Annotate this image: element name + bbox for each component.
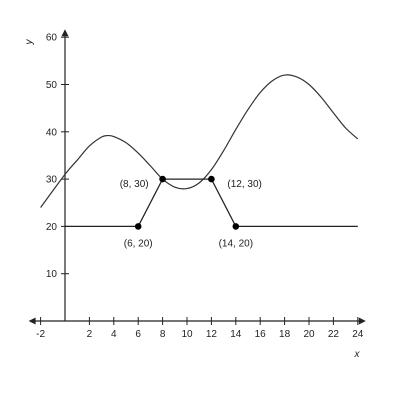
x-axis-label: x <box>354 349 361 360</box>
series-layer <box>40 74 359 228</box>
data-point <box>232 223 240 230</box>
x-tick-label: 12 <box>206 329 218 340</box>
x-tick-label: 14 <box>230 329 242 340</box>
point-label: (14, 20) <box>219 238 253 249</box>
x-tick-label: 20 <box>303 329 315 340</box>
x-tick-label: 2 <box>87 329 93 340</box>
y-tick-label: 30 <box>46 175 58 186</box>
y-tick-label: 60 <box>46 33 58 44</box>
y-tick-label: 40 <box>46 127 58 138</box>
series-curve <box>40 74 359 208</box>
data-point <box>208 175 215 183</box>
x-tick-label: 4 <box>111 329 117 340</box>
y-axis-label: y <box>24 39 35 46</box>
x-axis-arrow-left <box>28 317 36 325</box>
data-point <box>134 223 142 230</box>
point-label: (6, 20) <box>124 238 153 249</box>
x-tick-label: 8 <box>160 329 166 340</box>
y-tick-label: 50 <box>46 80 58 91</box>
x-tick-label: 16 <box>255 329 267 340</box>
y-axis-arrow <box>61 29 69 37</box>
x-tick-label: 22 <box>328 329 340 340</box>
x-tick-label: 24 <box>352 329 364 340</box>
x-axis-arrow-right <box>358 317 366 325</box>
point-label: (8, 30) <box>120 179 149 190</box>
points-layer: (6, 20) (8, 30) (12, 30) (14, 20) <box>120 175 262 249</box>
data-point <box>159 175 166 183</box>
x-tick-label: 10 <box>181 329 193 340</box>
y-tick-label: 10 <box>46 269 58 280</box>
point-label: (12, 30) <box>227 179 261 190</box>
y-tick-label: 20 <box>46 222 58 233</box>
x-tick-label: 6 <box>135 329 141 340</box>
x-tick-label: -2 <box>36 329 45 340</box>
series-piecewise <box>65 178 358 228</box>
x-tick-label: 18 <box>279 329 291 340</box>
